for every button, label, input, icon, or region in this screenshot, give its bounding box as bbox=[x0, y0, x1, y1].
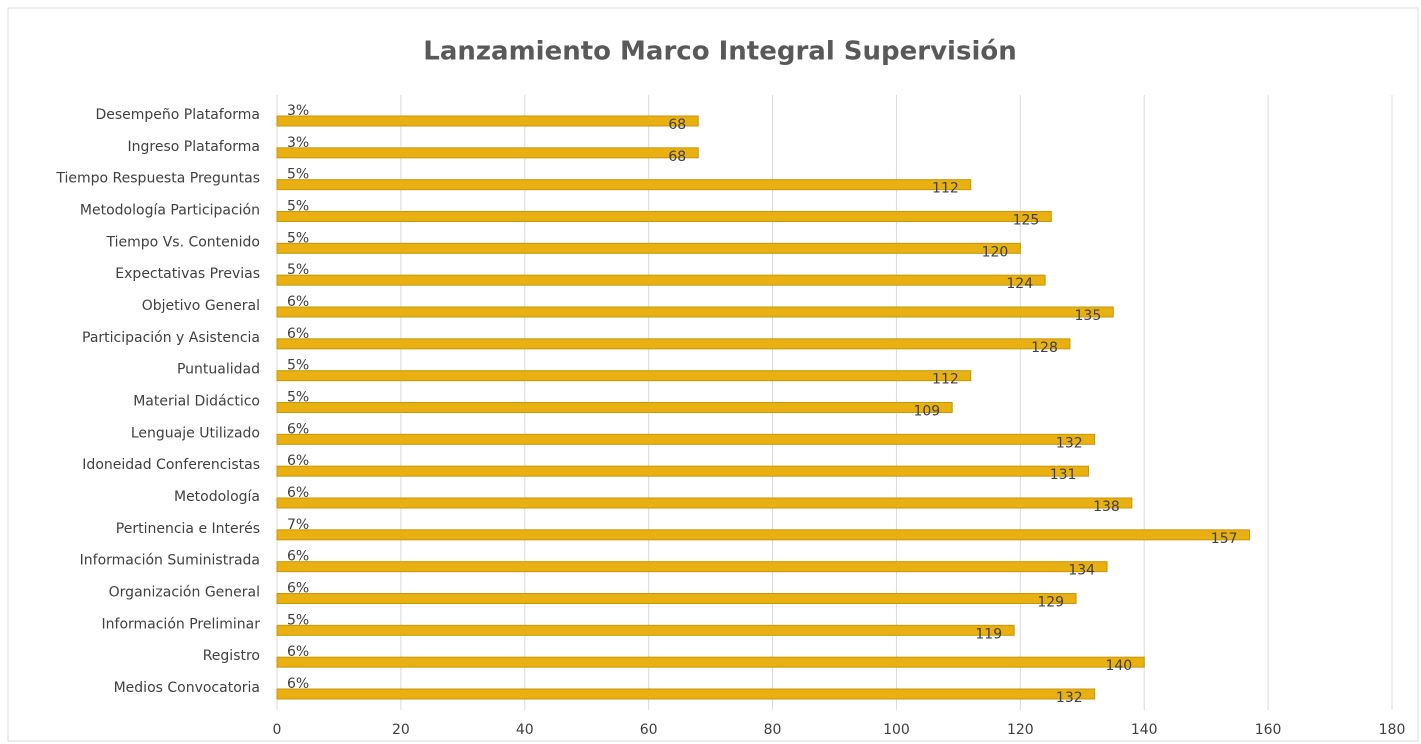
y-tick-label: Tiempo Vs. Contenido bbox=[106, 234, 260, 250]
value-label: 128 bbox=[1031, 340, 1058, 356]
y-tick-label: Material Didáctico bbox=[133, 394, 260, 410]
y-tick-label: Información Suministrada bbox=[80, 553, 260, 569]
share-label: 5% bbox=[287, 230, 309, 246]
bar bbox=[276, 179, 972, 191]
value-label: 132 bbox=[1056, 435, 1083, 451]
bar bbox=[276, 242, 1021, 254]
share-label: 7% bbox=[287, 517, 309, 533]
x-tick-label: 40 bbox=[516, 722, 534, 738]
share-label: 3% bbox=[287, 103, 309, 119]
x-tick-label: 140 bbox=[1131, 722, 1158, 738]
y-tick-label: Metodología bbox=[174, 489, 260, 505]
bar bbox=[276, 656, 1145, 668]
x-tick-label: 20 bbox=[392, 722, 410, 738]
value-label: 132 bbox=[1056, 690, 1083, 706]
y-tick-label: Pertinencia e Interés bbox=[116, 521, 260, 537]
y-tick-label: Idoneidad Conferencistas bbox=[82, 457, 260, 473]
share-label: 6% bbox=[287, 453, 309, 469]
value-label: 129 bbox=[1037, 595, 1064, 611]
share-label: 6% bbox=[287, 421, 309, 437]
share-label: 6% bbox=[287, 549, 309, 565]
value-label: 112 bbox=[932, 372, 959, 388]
bar bbox=[276, 402, 953, 413]
bar bbox=[276, 593, 1077, 604]
x-tick-label: 160 bbox=[1255, 722, 1282, 738]
value-label: 131 bbox=[1050, 467, 1077, 483]
value-label: 135 bbox=[1075, 308, 1102, 324]
bar bbox=[276, 370, 972, 382]
share-label: 5% bbox=[287, 199, 309, 215]
bar bbox=[276, 465, 1089, 477]
share-label: 6% bbox=[287, 676, 309, 692]
share-label: 5% bbox=[287, 262, 309, 278]
y-tick-label: Lenguaje Utilizado bbox=[131, 425, 260, 441]
x-tick-label: 0 bbox=[273, 722, 282, 738]
value-label: 109 bbox=[913, 404, 940, 420]
chart-title: Lanzamiento Marco Integral Supervisión bbox=[423, 37, 1016, 67]
share-label: 3% bbox=[287, 135, 309, 151]
value-label: 124 bbox=[1006, 276, 1033, 292]
value-label: 119 bbox=[975, 626, 1002, 642]
value-label: 140 bbox=[1105, 658, 1132, 674]
y-tick-label: Desempeño Plataforma bbox=[95, 107, 260, 123]
share-label: 6% bbox=[287, 485, 309, 501]
y-tick-label: Participación y Asistencia bbox=[82, 330, 260, 346]
value-label: 138 bbox=[1093, 499, 1120, 515]
x-tick-label: 180 bbox=[1379, 722, 1406, 738]
share-label: 6% bbox=[287, 294, 309, 310]
y-tick-label: Puntualidad bbox=[177, 362, 260, 378]
value-label: 125 bbox=[1013, 213, 1040, 229]
bar bbox=[276, 306, 1114, 318]
y-tick-label: Registro bbox=[203, 648, 260, 664]
y-tick-label: Información Preliminar bbox=[102, 616, 261, 632]
share-label: 5% bbox=[287, 612, 309, 628]
value-label: 134 bbox=[1068, 563, 1095, 579]
share-label: 6% bbox=[287, 326, 309, 342]
y-tick-label: Expectativas Previas bbox=[115, 266, 260, 282]
value-label: 68 bbox=[668, 117, 686, 133]
x-tick-label: 80 bbox=[764, 722, 782, 738]
x-tick-label: 60 bbox=[640, 722, 658, 738]
share-label: 5% bbox=[287, 390, 309, 406]
value-label: 68 bbox=[668, 149, 686, 165]
share-label: 6% bbox=[287, 644, 309, 660]
y-tick-label: Objetivo General bbox=[142, 298, 260, 314]
share-label: 5% bbox=[287, 358, 309, 374]
y-tick-label: Tiempo Respuesta Preguntas bbox=[55, 171, 260, 187]
bar bbox=[276, 561, 1108, 573]
y-tick-label: Metodología Participación bbox=[80, 203, 260, 219]
y-tick-label: Organización General bbox=[109, 585, 260, 601]
bar bbox=[276, 497, 1133, 509]
bar bbox=[276, 529, 1251, 541]
bar bbox=[276, 211, 1052, 222]
bar bbox=[276, 147, 699, 159]
bar bbox=[276, 624, 1015, 636]
share-label: 5% bbox=[287, 167, 309, 183]
bar bbox=[276, 338, 1071, 350]
bar bbox=[276, 274, 1046, 286]
x-tick-label: 120 bbox=[1007, 722, 1034, 738]
bar bbox=[276, 433, 1096, 445]
share-label: 6% bbox=[287, 581, 309, 597]
bar bbox=[276, 688, 1096, 700]
value-label: 112 bbox=[932, 181, 959, 197]
bar bbox=[276, 115, 699, 127]
x-tick-label: 100 bbox=[883, 722, 910, 738]
y-tick-label: Ingreso Plataforma bbox=[128, 139, 260, 155]
value-label: 120 bbox=[982, 244, 1009, 260]
y-tick-label: Medios Convocatoria bbox=[114, 680, 260, 696]
value-label: 157 bbox=[1211, 531, 1238, 547]
